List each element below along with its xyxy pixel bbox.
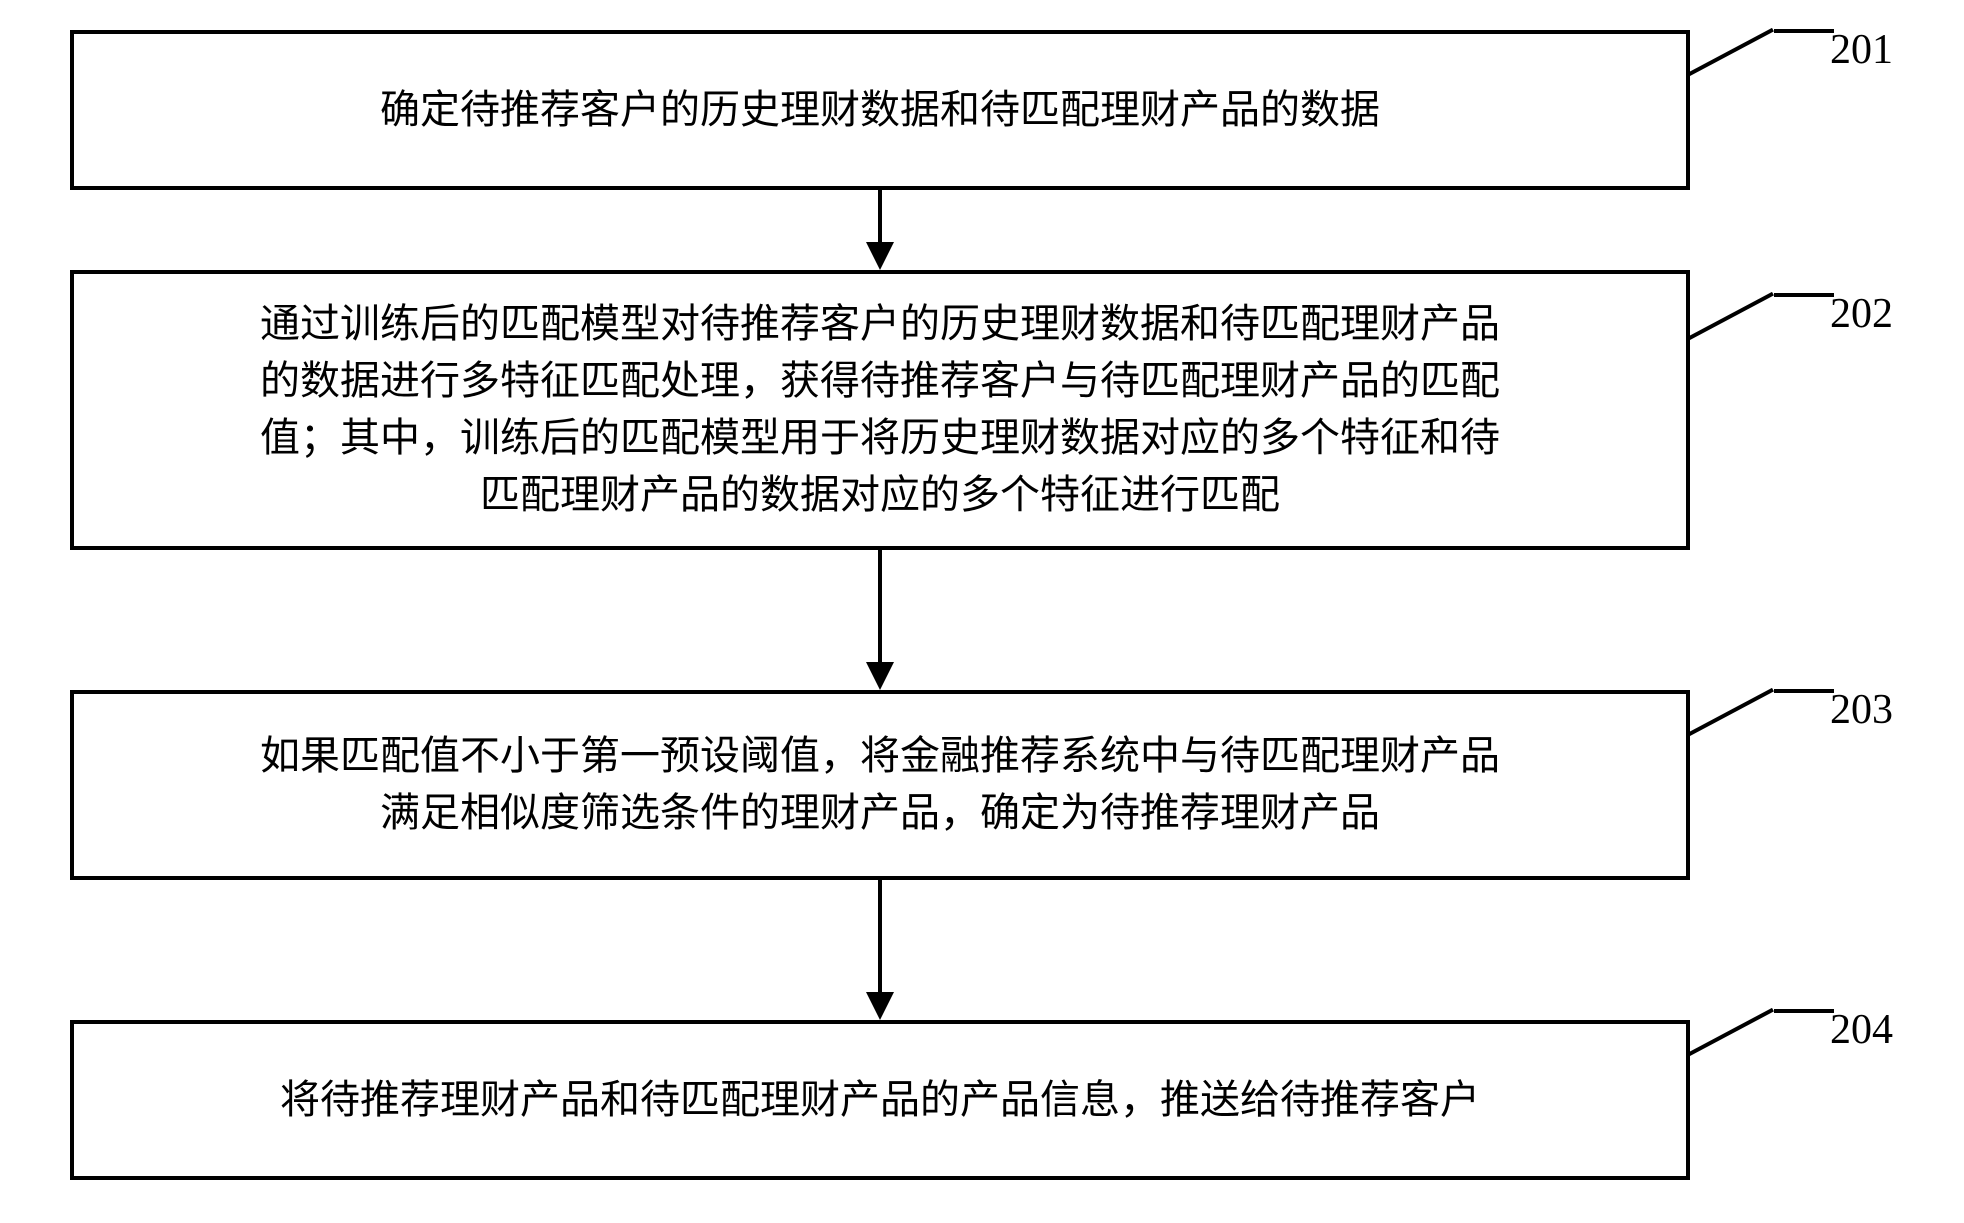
leader-line-icon (1774, 29, 1834, 33)
flowchart-step-4-text: 将待推荐理财产品和待匹配理财产品的产品信息，推送给待推荐客户 (280, 1072, 1480, 1129)
leader-line-icon (1774, 293, 1834, 297)
leader-line-icon (1688, 292, 1774, 340)
step-number-204: 204 (1830, 1006, 1893, 1054)
flowchart-step-1: 确定待推荐客户的历史理财数据和待匹配理财产品的数据 (70, 30, 1690, 190)
arrow-down-icon (878, 190, 882, 242)
arrow-down-icon (866, 992, 894, 1020)
step-number-203: 203 (1830, 686, 1893, 734)
flowchart-step-3: 如果匹配值不小于第一预设阈值，将金融推荐系统中与待匹配理财产品 满足相似度筛选条… (70, 690, 1690, 880)
arrow-down-icon (866, 242, 894, 270)
leader-line-icon (1688, 1008, 1774, 1056)
leader-line-icon (1688, 688, 1774, 736)
flowchart-step-1-text: 确定待推荐客户的历史理财数据和待匹配理财产品的数据 (380, 82, 1380, 139)
flowchart-step-2: 通过训练后的匹配模型对待推荐客户的历史理财数据和待匹配理财产品 的数据进行多特征… (70, 270, 1690, 550)
leader-line-icon (1774, 689, 1834, 693)
leader-line-icon (1774, 1009, 1834, 1013)
step-number-202: 202 (1830, 290, 1893, 338)
step-number-201: 201 (1830, 26, 1893, 74)
flowchart-step-2-text: 通过训练后的匹配模型对待推荐客户的历史理财数据和待匹配理财产品 的数据进行多特征… (260, 296, 1500, 523)
arrow-down-icon (878, 880, 882, 992)
arrow-down-icon (878, 550, 882, 662)
flowchart-step-4: 将待推荐理财产品和待匹配理财产品的产品信息，推送给待推荐客户 (70, 1020, 1690, 1180)
leader-line-icon (1688, 28, 1774, 76)
flowchart-canvas: 确定待推荐客户的历史理财数据和待匹配理财产品的数据 通过训练后的匹配模型对待推荐… (0, 0, 1964, 1223)
arrow-down-icon (866, 662, 894, 690)
flowchart-step-3-text: 如果匹配值不小于第一预设阈值，将金融推荐系统中与待匹配理财产品 满足相似度筛选条… (260, 728, 1500, 842)
